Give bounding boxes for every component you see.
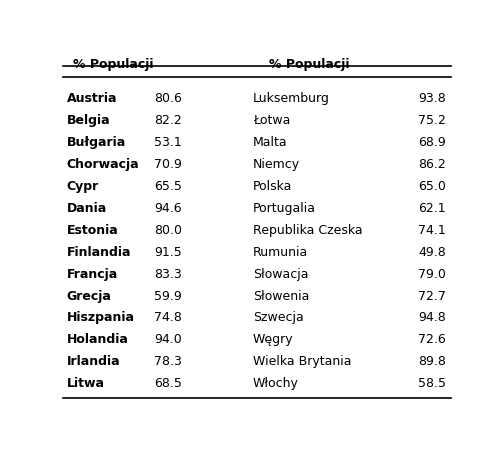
Text: 91.5: 91.5	[154, 246, 182, 259]
Text: 93.8: 93.8	[418, 92, 446, 106]
Text: Słowacja: Słowacja	[253, 268, 309, 281]
Text: Słowenia: Słowenia	[253, 290, 309, 303]
Text: Cypr: Cypr	[67, 180, 99, 193]
Text: Szwecja: Szwecja	[253, 312, 304, 325]
Text: Luksemburg: Luksemburg	[253, 92, 330, 106]
Text: Finlandia: Finlandia	[67, 246, 131, 259]
Text: Węgry: Węgry	[253, 333, 294, 346]
Text: 58.5: 58.5	[418, 377, 446, 390]
Text: Belgia: Belgia	[67, 114, 110, 127]
Text: 75.2: 75.2	[418, 114, 446, 127]
Text: Portugalia: Portugalia	[253, 202, 316, 215]
Text: 72.6: 72.6	[418, 333, 446, 346]
Text: 62.1: 62.1	[418, 202, 445, 215]
Text: Niemcy: Niemcy	[253, 158, 300, 171]
Text: % Populacji: % Populacji	[73, 58, 153, 71]
Text: 94.0: 94.0	[154, 333, 182, 346]
Text: Francja: Francja	[67, 268, 118, 281]
Text: Rumunia: Rumunia	[253, 246, 308, 259]
Text: 49.8: 49.8	[418, 246, 446, 259]
Text: 78.3: 78.3	[154, 355, 182, 368]
Text: Chorwacja: Chorwacja	[67, 158, 139, 171]
Text: 86.2: 86.2	[418, 158, 446, 171]
Text: Holandia: Holandia	[67, 333, 128, 346]
Text: Estonia: Estonia	[67, 224, 118, 237]
Text: 72.7: 72.7	[418, 290, 446, 303]
Text: 94.6: 94.6	[154, 202, 181, 215]
Text: 53.1: 53.1	[154, 136, 182, 149]
Text: Włochy: Włochy	[253, 377, 299, 390]
Text: 80.6: 80.6	[154, 92, 182, 106]
Text: 94.8: 94.8	[418, 312, 446, 325]
Text: 89.8: 89.8	[418, 355, 446, 368]
Text: Grecja: Grecja	[67, 290, 111, 303]
Text: 79.0: 79.0	[418, 268, 446, 281]
Text: Hiszpania: Hiszpania	[67, 312, 134, 325]
Text: Wielka Brytania: Wielka Brytania	[253, 355, 351, 368]
Text: Austria: Austria	[67, 92, 117, 106]
Text: 82.2: 82.2	[154, 114, 182, 127]
Text: Polska: Polska	[253, 180, 292, 193]
Text: 80.0: 80.0	[154, 224, 182, 237]
Text: 68.5: 68.5	[154, 377, 182, 390]
Text: Dania: Dania	[67, 202, 107, 215]
Text: Irlandia: Irlandia	[67, 355, 120, 368]
Text: Litwa: Litwa	[67, 377, 105, 390]
Text: Łotwa: Łotwa	[253, 114, 290, 127]
Text: 74.8: 74.8	[154, 312, 182, 325]
Text: Republika Czeska: Republika Czeska	[253, 224, 363, 237]
Text: 65.5: 65.5	[154, 180, 182, 193]
Text: % Populacji: % Populacji	[269, 58, 349, 71]
Text: 68.9: 68.9	[418, 136, 446, 149]
Text: 65.0: 65.0	[418, 180, 446, 193]
Text: 59.9: 59.9	[154, 290, 182, 303]
Text: Malta: Malta	[253, 136, 288, 149]
Text: 70.9: 70.9	[154, 158, 182, 171]
Text: 83.3: 83.3	[154, 268, 182, 281]
Text: 74.1: 74.1	[418, 224, 446, 237]
Text: Bułgaria: Bułgaria	[67, 136, 126, 149]
